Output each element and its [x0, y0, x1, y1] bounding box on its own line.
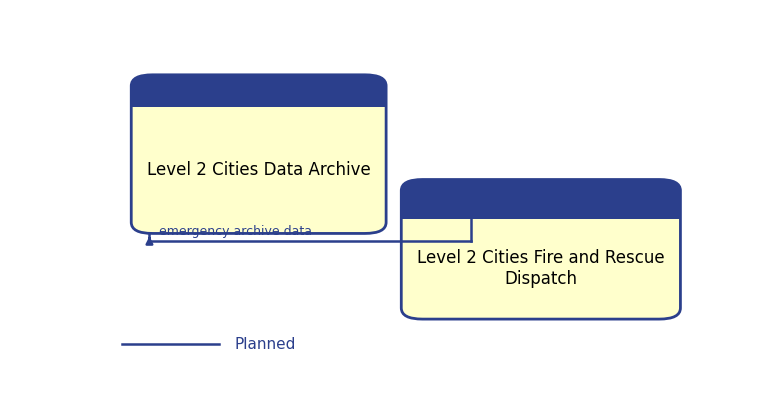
- Text: Planned: Planned: [234, 337, 296, 352]
- FancyBboxPatch shape: [402, 180, 680, 319]
- Text: Level 2 Cities Data Archive: Level 2 Cities Data Archive: [146, 161, 370, 179]
- Bar: [402, 199, 680, 219]
- Bar: [132, 91, 386, 107]
- FancyBboxPatch shape: [132, 75, 386, 107]
- FancyBboxPatch shape: [132, 75, 386, 234]
- Text: Level 2 Cities Fire and Rescue
Dispatch: Level 2 Cities Fire and Rescue Dispatch: [417, 249, 665, 288]
- FancyBboxPatch shape: [402, 180, 680, 219]
- Text: emergency archive data: emergency archive data: [158, 225, 312, 238]
